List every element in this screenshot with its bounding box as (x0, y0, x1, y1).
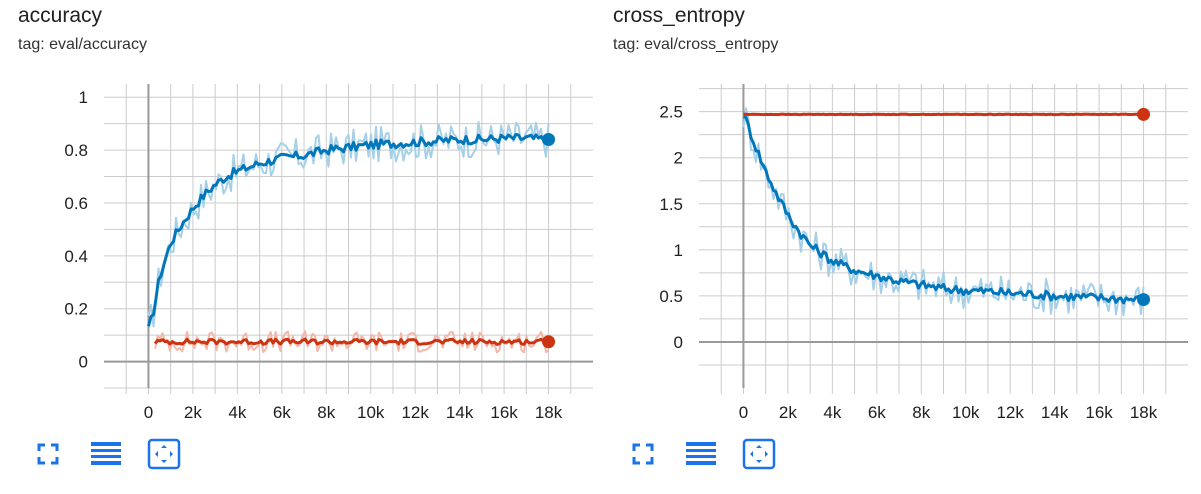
x-tick-label: 10k (357, 403, 385, 420)
x-tick-label: 14k (1041, 403, 1069, 420)
y-tick-label: 2 (674, 149, 683, 168)
x-tick-label: 10k (952, 403, 980, 420)
x-tick-label: 12k (401, 403, 429, 420)
x-tick-label: 18k (535, 403, 563, 420)
chart-toolbar (30, 436, 182, 472)
y-tick-label: 2.5 (659, 103, 683, 122)
accuracy-card: accuracy tag: eval/accuracy 0 0.2 0.4 0.6 0.… (0, 0, 595, 494)
x-tick-label: 0 (739, 403, 748, 420)
x-tick-label: 0 (144, 403, 153, 420)
series-line (147, 132, 550, 327)
x-tick-label: 6k (868, 403, 886, 420)
y-tick-label: 0.8 (64, 141, 88, 160)
x-tick-label: 16k (490, 403, 518, 420)
series-end-point (542, 335, 556, 349)
legend-toggle-button[interactable] (683, 436, 719, 472)
chart-title: cross_entropy (613, 4, 745, 27)
fit-domain-button[interactable] (741, 436, 777, 472)
x-tick-label: 16k (1085, 403, 1113, 420)
chart-toolbar (625, 436, 777, 472)
y-tick-label: 1 (79, 88, 88, 107)
y-tick-label: 0 (674, 333, 683, 352)
series-line (743, 115, 1145, 305)
y-tick-label: 0.2 (64, 300, 88, 319)
series-end-point (1137, 293, 1151, 307)
y-tick-label: 1.5 (659, 195, 683, 214)
x-tick-label: 6k (273, 403, 291, 420)
series-line (153, 337, 549, 346)
x-tick-label: 8k (317, 403, 335, 420)
series-end-point (542, 133, 556, 147)
fit-domain-icon (147, 438, 181, 470)
x-tick-label: 4k (823, 403, 841, 420)
legend-toggle-icon (686, 442, 716, 465)
fullscreen-button[interactable] (30, 436, 66, 472)
fit-domain-icon (742, 438, 776, 470)
x-tick-label: 8k (912, 403, 930, 420)
x-tick-label: 14k (446, 403, 474, 420)
chart-tag: tag: eval/accuracy (18, 36, 147, 53)
y-tick-label: 0 (79, 353, 88, 372)
fit-domain-button[interactable] (146, 436, 182, 472)
x-tick-label: 12k (996, 403, 1024, 420)
fullscreen-button[interactable] (625, 436, 661, 472)
y-tick-label: 0.4 (64, 247, 88, 266)
series-end-point (1137, 107, 1151, 121)
y-tick-label: 0.6 (64, 194, 88, 213)
cross-entropy-plot[interactable]: 0 0.5 1 1.5 2 2.5 0 2k 4k 6k 8k 10k 12k 14k 16k 18k (595, 70, 1190, 420)
chart-title: accuracy (18, 4, 103, 27)
accuracy-plot[interactable]: 0 0.2 0.4 0.6 0.8 1 0 2k 4k 6k 8k 10k 12k 14k 16k 18k (0, 70, 595, 420)
x-tick-label: 2k (184, 403, 202, 420)
fullscreen-icon (632, 443, 654, 465)
chart-tag: tag: eval/cross_entropy (613, 36, 779, 53)
fullscreen-icon (37, 443, 59, 465)
legend-toggle-button[interactable] (88, 436, 124, 472)
x-tick-label: 2k (779, 403, 797, 420)
y-tick-label: 1 (674, 241, 683, 260)
x-tick-label: 4k (228, 403, 246, 420)
legend-toggle-icon (91, 442, 121, 465)
x-tick-label: 18k (1130, 403, 1158, 420)
y-tick-label: 0.5 (659, 287, 683, 306)
